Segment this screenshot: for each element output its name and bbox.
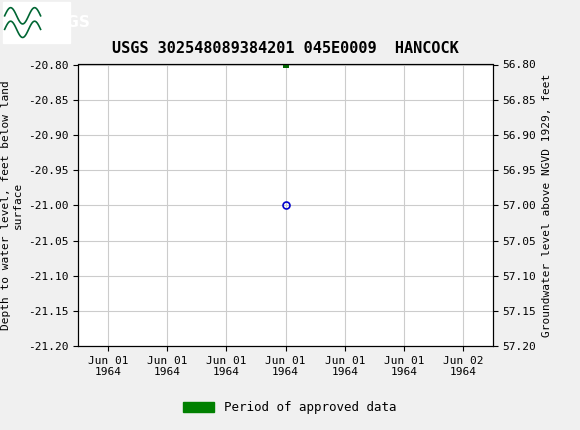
- Legend: Period of approved data: Period of approved data: [178, 396, 402, 419]
- Y-axis label: Groundwater level above NGVD 1929, feet: Groundwater level above NGVD 1929, feet: [542, 74, 552, 337]
- Bar: [3, 2, 70, 43]
- Text: USGS: USGS: [44, 15, 90, 30]
- Y-axis label: Depth to water level, feet below land
surface: Depth to water level, feet below land su…: [1, 80, 23, 330]
- Title: USGS 302548089384201 045E0009  HANCOCK: USGS 302548089384201 045E0009 HANCOCK: [113, 41, 459, 56]
